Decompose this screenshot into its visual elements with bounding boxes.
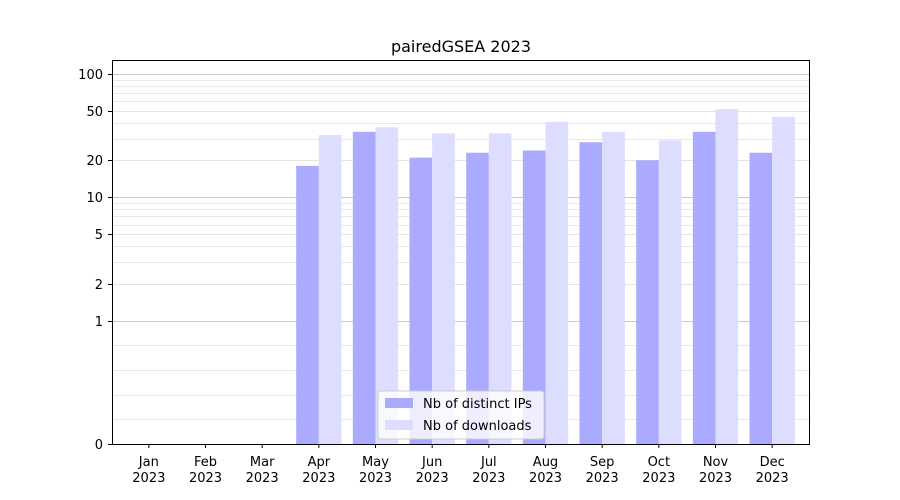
bar <box>715 109 739 444</box>
y-tick-label: 2 <box>95 278 103 293</box>
x-tick-label: Aug <box>533 455 558 470</box>
x-tick-label-year: 2023 <box>472 471 505 486</box>
x-tick-label-year: 2023 <box>756 471 789 486</box>
legend: Nb of distinct IPs Nb of downloads <box>377 390 545 440</box>
x-tick-label: Jul <box>480 455 497 470</box>
bar <box>375 127 399 445</box>
y-axis: 0 1 2 5 10 20 50 100 <box>78 68 112 453</box>
bar <box>545 121 569 444</box>
y-tick-label: 5 <box>95 228 103 243</box>
x-tick-label-year: 2023 <box>642 471 675 486</box>
bar <box>432 133 455 445</box>
bar <box>658 140 682 444</box>
bar <box>602 131 625 444</box>
x-tick-label: Jan <box>138 455 159 470</box>
x-tick-label: Feb <box>194 455 217 470</box>
x-tick-label: Oct <box>648 455 670 470</box>
x-tick-label-year: 2023 <box>416 471 449 486</box>
bar <box>749 152 773 444</box>
x-axis: Jan2023Feb2023Mar2023Apr2023May2023Jun20… <box>132 444 789 486</box>
bar <box>318 135 342 444</box>
x-tick-label-year: 2023 <box>699 471 732 486</box>
plot-frame <box>112 60 810 445</box>
bar <box>296 165 319 444</box>
bar <box>409 157 433 444</box>
legend-box <box>377 390 545 440</box>
bar <box>488 133 512 445</box>
x-tick-label-year: 2023 <box>246 471 279 486</box>
y-tick-label: 0 <box>95 438 103 453</box>
x-tick-label-year: 2023 <box>132 471 165 486</box>
bar <box>352 131 376 444</box>
x-tick-label-year: 2023 <box>302 471 335 486</box>
bar <box>579 142 603 444</box>
x-tick-label: Jun <box>421 455 442 470</box>
legend-label-downloads: Nb of downloads <box>423 419 532 434</box>
x-tick-label: May <box>362 455 389 470</box>
x-tick-label: Apr <box>308 455 331 470</box>
bar <box>522 150 546 444</box>
y-tick-label: 20 <box>86 154 103 169</box>
y-tick-label: 100 <box>78 68 103 83</box>
y-tick-label: 10 <box>86 191 103 206</box>
legend-label-distinct-ips: Nb of distinct IPs <box>423 397 532 412</box>
chart-title: pairedGSEA 2023 <box>391 37 531 56</box>
x-tick-label-year: 2023 <box>529 471 562 486</box>
bar <box>772 116 795 445</box>
bar <box>636 160 659 444</box>
bar <box>692 131 716 444</box>
legend-swatch-distinct-ips <box>385 398 413 408</box>
legend-swatch-downloads <box>385 420 413 430</box>
x-tick-label-year: 2023 <box>189 471 222 486</box>
bars <box>296 109 795 445</box>
x-tick-label: Sep <box>590 455 615 470</box>
bar <box>466 152 489 444</box>
x-tick-label-year: 2023 <box>586 471 619 486</box>
x-tick-label-year: 2023 <box>359 471 392 486</box>
x-tick-label: Mar <box>250 455 275 470</box>
y-tick-label: 1 <box>95 315 103 330</box>
y-tick-label: 50 <box>86 105 103 120</box>
x-tick-label: Nov <box>703 455 729 470</box>
x-tick-label: Dec <box>760 455 785 470</box>
